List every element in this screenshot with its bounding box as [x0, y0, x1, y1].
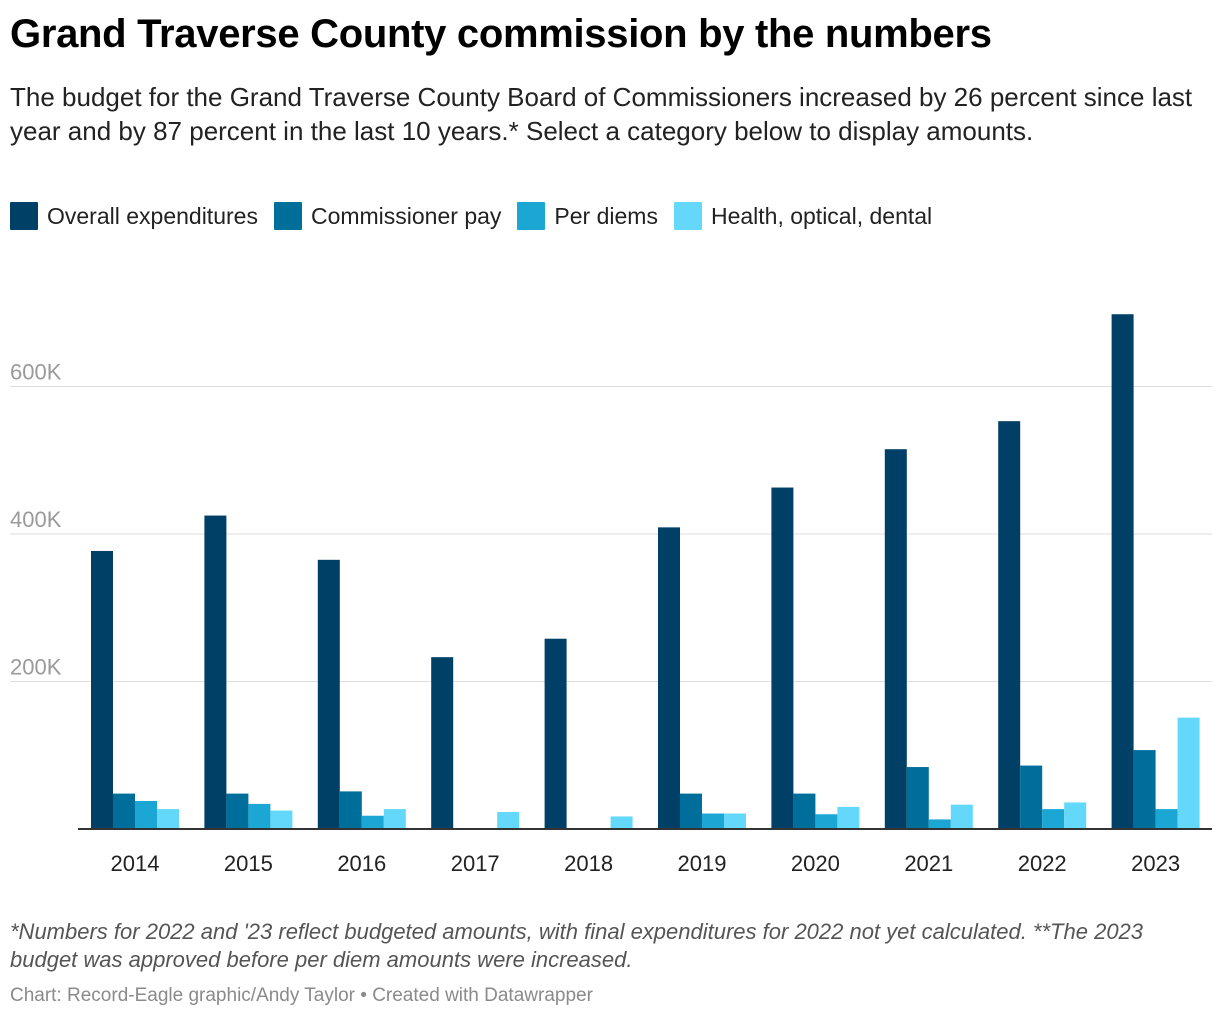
legend-swatch: [517, 202, 546, 230]
bar-overall-expenditures-2018[interactable]: [544, 638, 567, 829]
legend-swatch: [673, 202, 702, 230]
source-credit: Chart: Record-Eagle graphic/Andy Taylor …: [10, 985, 593, 1006]
bar-health-optical-dental-2019[interactable]: [724, 813, 746, 829]
bar-commissioner-pay-2016[interactable]: [339, 791, 362, 829]
x-tick-label: 2022: [1018, 851, 1067, 876]
bar-overall-expenditures-2023[interactable]: [1111, 314, 1134, 830]
bar-health-optical-dental-2018[interactable]: [610, 816, 633, 829]
legend-label: Commissioner pay: [310, 202, 502, 229]
legend-item-per-diems[interactable]: Per diems: [517, 202, 658, 230]
bar-per-diems-2016[interactable]: [361, 815, 384, 829]
bar-commissioner-pay-2014[interactable]: [113, 793, 135, 829]
x-tick-label: 2018: [564, 851, 613, 876]
bar-health-optical-dental-2015[interactable]: [270, 810, 293, 829]
bar-overall-expenditures-2014[interactable]: [91, 550, 113, 829]
x-tick-label: 2017: [451, 851, 500, 876]
legend-swatch: [273, 202, 302, 230]
chart-title: Grand Traverse County commission by the …: [10, 12, 992, 56]
bar-overall-expenditures-2020[interactable]: [771, 487, 794, 829]
legend-item-commissioner-pay[interactable]: Commissioner pay: [273, 202, 502, 230]
y-tick-label: 600K: [10, 360, 62, 385]
bars: [91, 314, 1200, 830]
legend-label: Overall expenditures: [47, 202, 258, 229]
x-tick-label: 2019: [678, 851, 727, 876]
y-tick-label: 400K: [10, 507, 62, 532]
y-tick-label: 200K: [10, 655, 62, 680]
legend-item-overall-expenditures[interactable]: Overall expenditures: [10, 202, 258, 230]
bar-health-optical-dental-2022[interactable]: [1064, 802, 1087, 829]
bar-overall-expenditures-2019[interactable]: [658, 527, 680, 829]
bar-commissioner-pay-2022[interactable]: [1020, 765, 1043, 829]
bar-commissioner-pay-2023[interactable]: [1133, 750, 1156, 829]
bar-health-optical-dental-2016[interactable]: [383, 809, 406, 829]
bar-health-optical-dental-2017[interactable]: [497, 812, 520, 829]
legend-swatch: [10, 202, 38, 230]
bar-health-optical-dental-2023[interactable]: [1177, 717, 1200, 829]
bar-chart: 200K 400K 600K 2014 2015 2016 2017 2018 2019 202…: [10, 314, 1212, 876]
bar-per-diems-2023[interactable]: [1155, 809, 1178, 829]
bar-overall-expenditures-2022[interactable]: [998, 421, 1021, 829]
bar-per-diems-2021[interactable]: [928, 819, 951, 829]
bar-overall-expenditures-2017[interactable]: [431, 657, 454, 829]
x-tick-label: 2023: [1131, 851, 1180, 876]
x-tick-label: 2014: [111, 851, 160, 876]
bar-per-diems-2020[interactable]: [815, 814, 838, 829]
chart-legend: Overall expenditures Commissioner pay Pe…: [10, 202, 948, 230]
legend-label: Per diems: [554, 202, 658, 229]
bar-commissioner-pay-2015[interactable]: [226, 793, 249, 829]
bar-per-diems-2022[interactable]: [1042, 809, 1065, 829]
legend-label: Health, optical, dental: [710, 202, 933, 229]
footnote: *Numbers for 2022 and '23 reflect budget…: [10, 919, 1144, 972]
bar-overall-expenditures-2015[interactable]: [204, 515, 227, 829]
x-tick-label: 2021: [904, 851, 953, 876]
chart-description: The budget for the Grand Traverse County…: [10, 82, 1193, 146]
bar-overall-expenditures-2021[interactable]: [884, 449, 907, 829]
bar-overall-expenditures-2016[interactable]: [317, 559, 340, 829]
bar-health-optical-dental-2020[interactable]: [837, 806, 860, 829]
gridlines: 200K 400K 600K: [10, 360, 1212, 682]
bar-health-optical-dental-2014[interactable]: [157, 809, 179, 829]
x-tick-label: 2020: [791, 851, 840, 876]
bar-commissioner-pay-2019[interactable]: [680, 793, 702, 829]
x-tick-label: 2016: [337, 851, 386, 876]
bar-commissioner-pay-2021[interactable]: [906, 767, 929, 829]
bar-health-optical-dental-2021[interactable]: [950, 804, 973, 829]
legend-item-health-optical-dental[interactable]: Health, optical, dental: [673, 202, 933, 230]
axes: 2014 2015 2016 2017 2018 2019 2020 2021 2022 2023: [78, 828, 1212, 876]
bar-per-diems-2015[interactable]: [248, 803, 271, 829]
bar-per-diems-2019[interactable]: [702, 813, 724, 829]
bar-per-diems-2014[interactable]: [135, 800, 157, 829]
x-tick-label: 2015: [224, 851, 273, 876]
bar-commissioner-pay-2020[interactable]: [793, 793, 816, 829]
